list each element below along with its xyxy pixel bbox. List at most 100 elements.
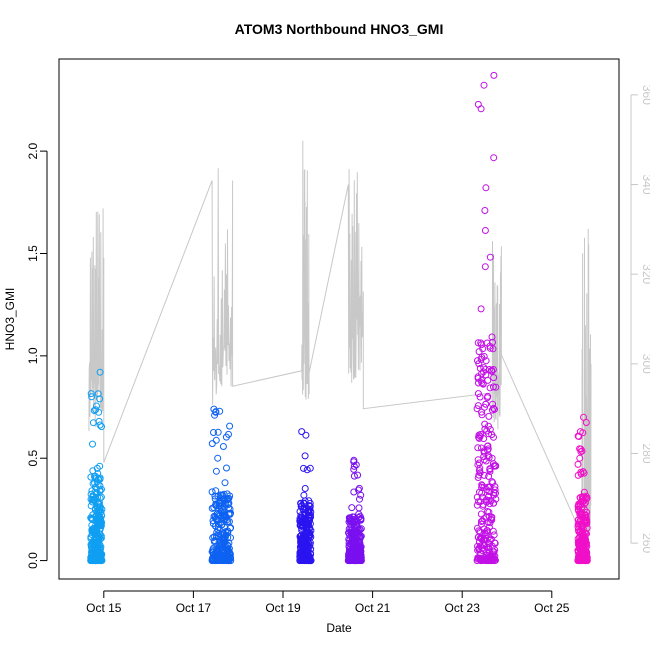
data-point (96, 487, 104, 495)
data-point (305, 512, 313, 519)
data-point (577, 470, 585, 478)
data-point (225, 499, 233, 507)
data-point (95, 549, 103, 557)
plot-frame (58, 58, 620, 580)
data-point (89, 480, 97, 488)
data-point (92, 475, 100, 482)
data-point (357, 557, 365, 565)
data-point (218, 520, 226, 528)
data-point (301, 452, 309, 460)
data-point (209, 517, 217, 525)
data-point (486, 253, 494, 261)
data-point (489, 366, 497, 373)
data-point (300, 533, 308, 541)
data-point (480, 483, 488, 491)
data-point (354, 552, 361, 560)
data-point (476, 464, 484, 472)
y-tick-label: 1.0 (26, 347, 40, 364)
x-tick-label: Oct 21 (355, 601, 391, 615)
data-point (478, 408, 485, 416)
y2-tick-label: 300 (640, 354, 650, 374)
data-point (488, 557, 496, 565)
data-point (212, 487, 220, 495)
y-tick-label: 2.0 (26, 142, 40, 159)
data-point (356, 495, 363, 503)
data-point (485, 551, 493, 559)
data-point (213, 510, 221, 518)
data-point (480, 456, 488, 464)
data-point (95, 521, 103, 529)
data-point (351, 540, 359, 548)
data-point (212, 467, 220, 475)
data-point (582, 543, 590, 551)
data-point (208, 557, 216, 565)
data-point (480, 515, 488, 523)
data-point (214, 428, 222, 436)
data-point (482, 184, 490, 192)
data-point (223, 549, 231, 557)
data-point (222, 433, 230, 441)
data-point (93, 402, 100, 410)
data-point (301, 485, 309, 492)
data-point (351, 518, 359, 526)
data-point (296, 515, 304, 523)
y-tick-label: 0.0 (26, 552, 40, 569)
secondary-series-path (88, 140, 592, 541)
data-point (579, 429, 587, 437)
data-point (344, 557, 352, 565)
data-point (484, 442, 491, 450)
data-point (302, 538, 310, 545)
x-tick-label: Oct 17 (176, 601, 212, 615)
data-point (474, 390, 482, 398)
data-point (350, 456, 358, 464)
data-point (576, 454, 584, 462)
data-point (577, 498, 585, 506)
x-axis: Oct 15 Oct 17 Oct 19 Oct 21 Oct 23 Oct 25 (86, 590, 570, 615)
data-point (486, 426, 494, 433)
data-point (480, 364, 488, 372)
data-point (473, 405, 481, 413)
data-point (345, 529, 352, 537)
data-point (477, 305, 485, 313)
data-point (210, 405, 218, 413)
data-point (485, 412, 493, 420)
data-point (473, 557, 481, 565)
data-point (96, 462, 104, 470)
y2-tick-label: 320 (640, 264, 650, 284)
data-point (223, 557, 230, 565)
data-point (490, 531, 498, 539)
data-point (217, 502, 225, 510)
y2-tick-label: 260 (640, 533, 650, 553)
data-point (485, 430, 493, 438)
data-point (219, 529, 227, 537)
data-point (474, 444, 482, 452)
data-point (485, 508, 493, 516)
data-point (305, 557, 312, 565)
data-point (227, 524, 235, 532)
data-point (580, 469, 588, 477)
data-point (305, 514, 313, 522)
data-point (96, 368, 104, 376)
data-point (485, 472, 493, 480)
data-point (578, 447, 586, 455)
data-point (492, 495, 500, 503)
data-point (210, 429, 217, 436)
data-point (214, 454, 222, 462)
data-point (87, 502, 95, 510)
data-point (212, 500, 220, 508)
data-point (475, 360, 483, 368)
scatter-points (87, 71, 591, 565)
data-point (217, 554, 225, 562)
data-point (216, 407, 224, 415)
data-point (355, 538, 363, 546)
data-point (490, 374, 498, 382)
data-point (475, 546, 483, 553)
data-point (350, 472, 358, 480)
data-point (87, 390, 95, 398)
data-point (97, 518, 104, 526)
data-point (345, 514, 353, 522)
data-point (475, 433, 483, 441)
data-point (478, 411, 486, 419)
data-point (481, 227, 489, 234)
data-point (480, 81, 488, 89)
